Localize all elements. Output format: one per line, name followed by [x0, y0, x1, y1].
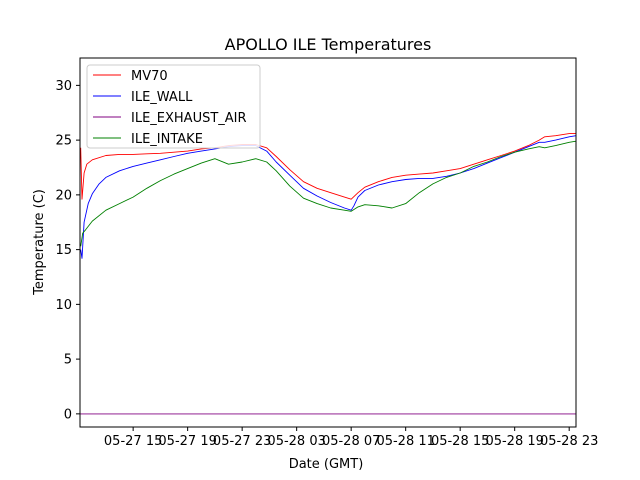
y-tick-label: 20 — [55, 188, 72, 203]
legend-box — [86, 64, 261, 149]
y-tick-label: 5 — [64, 353, 72, 368]
x-tick-label: 05-28 19 — [485, 434, 543, 449]
x-tick-label: 05-28 03 — [267, 434, 325, 449]
legend-label: MV70 — [131, 69, 168, 84]
y-axis-label: Temperature (C) — [32, 189, 47, 296]
plot-frame — [79, 57, 577, 428]
legend: MV70 ILE_WALL ILE_EXHAUST_AIR ILE_INTAKE — [86, 64, 261, 149]
series-layer — [80, 133, 577, 415]
series-line-ile-intake — [80, 140, 577, 247]
x-tick-label: 05-28 15 — [431, 434, 489, 449]
x-tick-label: 05-28 11 — [376, 434, 434, 449]
series-line-mv70 — [80, 133, 576, 200]
legend-label: ILE_INTAKE — [131, 132, 203, 147]
x-tick-label: 05-27 19 — [158, 434, 216, 449]
x-axis-label: Date (GMT) — [289, 457, 364, 472]
y-axis: 0 5 10 15 20 25 30 — [55, 79, 80, 422]
y-tick-label: 25 — [55, 134, 72, 149]
legend-label: ILE_EXHAUST_AIR — [131, 111, 247, 126]
x-tick-label: 05-27 23 — [213, 434, 271, 449]
y-tick-label: 15 — [55, 243, 72, 258]
legend-label: ILE_WALL — [131, 90, 193, 105]
chart-title: APOLLO ILE Temperatures — [225, 35, 432, 54]
x-tick-label: 05-28 07 — [322, 434, 380, 449]
x-tick-label: 05-27 15 — [104, 434, 162, 449]
x-tick-label: 05-28 23 — [540, 434, 598, 449]
y-tick-label: 30 — [55, 79, 72, 94]
y-tick-label: 10 — [55, 298, 72, 313]
y-tick-label: 0 — [64, 407, 72, 422]
series-line-ile-wall — [80, 135, 577, 259]
